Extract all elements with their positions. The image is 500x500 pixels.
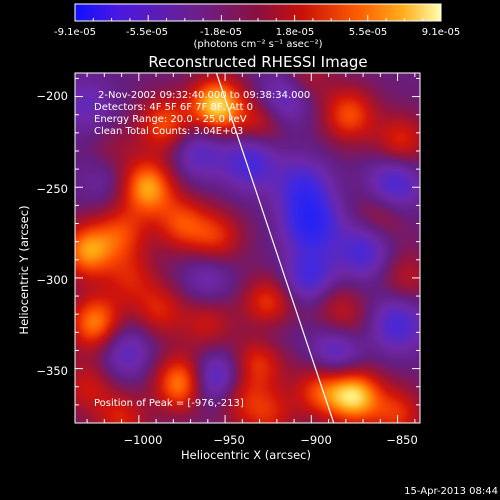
- heatmap-image: [75, 73, 420, 423]
- annotation-detectors: Detectors: 4F 5F 6F 7F 8F, Att 0: [94, 102, 254, 113]
- colorbar-tick-marks: [74, 15, 442, 21]
- colorbar-units: (photons cm⁻² s⁻¹ asec⁻²): [193, 39, 323, 50]
- y-tick-label: −300: [36, 273, 68, 287]
- x-axis-label: Heliocentric X (arcsec): [181, 448, 311, 462]
- colorbar-tick-label: -5.5e-05: [126, 27, 168, 38]
- annotation-peak-position: Position of Peak = [-976,-213]: [94, 398, 244, 409]
- x-tick-label: −1000: [123, 433, 163, 447]
- colorbar-tick-label: 1.8e-05: [275, 27, 315, 38]
- axis-tick-marks: [75, 73, 420, 424]
- annotation-total-counts: Clean Total Counts: 3.04E+03: [94, 126, 244, 137]
- colorbar-tick-label: 5.5e-05: [348, 27, 388, 38]
- colorbar-tick-label: -1.8e-05: [200, 27, 242, 38]
- chart-title: Reconstructed RHESSI Image: [148, 53, 368, 71]
- solar-limb-line: [215, 73, 335, 423]
- plot-frame: [74, 72, 421, 424]
- colorbar-tick-label: 9.1e-05: [421, 27, 461, 38]
- x-tick-label: −900: [300, 433, 332, 447]
- annotation-energy-range: Energy Range: 20.0 - 25.0 keV: [94, 114, 247, 125]
- x-tick-label: −950: [213, 433, 245, 447]
- annotation-time-range: 2-Nov-2002 09:32:40.000 to 09:38:34.000: [98, 90, 311, 101]
- timestamp: 15-Apr-2013 08:44: [404, 486, 498, 497]
- y-tick-label: −250: [36, 182, 68, 196]
- colorbar-tick-label: -9.1e-05: [54, 27, 96, 38]
- y-tick-label: −350: [36, 364, 68, 378]
- x-tick-label: −850: [386, 433, 418, 447]
- y-axis-label: Heliocentric Y (arcsec): [17, 205, 31, 335]
- y-tick-label: −200: [36, 89, 68, 103]
